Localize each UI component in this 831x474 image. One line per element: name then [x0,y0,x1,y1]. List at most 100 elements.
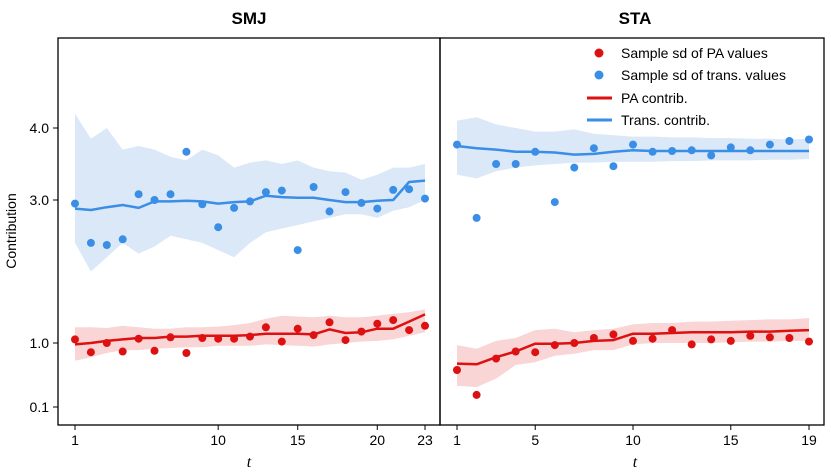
trans-sd-point [785,137,794,145]
pa-sd-point [629,336,637,345]
pa-sd-point [765,333,774,342]
y-tick-label: 0.1 [30,399,50,415]
x-tick-label: 23 [417,432,433,448]
pa-sd-point [589,334,598,342]
confidence-bands [75,113,425,361]
trans-sd-point [570,163,579,172]
trans-sd-point [293,246,302,255]
trans-sd-point [102,241,111,249]
x-tick-label: 1 [71,432,79,448]
panel-title-sta: STA [619,9,652,28]
trans-sd-point [261,188,270,197]
trans-sd-point [166,190,175,199]
pa-sd-point [71,335,79,344]
panel-sta: 1 5 10 15 19 [453,117,817,448]
legend-label-pa-line: PA contrib. [621,90,688,106]
panel-title-smj: SMJ [232,9,267,28]
legend-label-trans-points: Sample sd of trans. values [621,67,786,83]
trans-sd-point [609,162,618,171]
sample-points [453,135,813,399]
sample-points [71,147,429,357]
trans-sd-point [309,183,318,191]
trans-sd-point [531,147,540,156]
pa-sd-point [134,334,143,343]
legend: Sample sd of PA values Sample sd of tran… [587,45,786,128]
pa-sd-point [230,334,239,343]
pa-sd-point [746,331,755,340]
trans-sd-point [589,144,598,153]
y-axis-ticks: 4.0 3.0 1.0 0.1 [30,120,58,415]
panel-smj: 1 10 15 20 23 [71,113,433,448]
pa-confidence-band [457,318,809,388]
x-tick-label: 19 [801,432,817,448]
pa-sd-point [511,347,520,356]
x-tick-label: 10 [210,432,226,448]
pa-sd-point [357,327,366,336]
pa-sd-point [150,346,159,355]
confidence-bands [457,117,809,388]
x-tick-label: 20 [369,432,385,448]
y-tick-label: 4.0 [30,120,50,136]
trans-sd-point [71,199,79,208]
x-axis-ticks: 1 10 15 20 23 [71,425,433,448]
pa-sd-point [214,334,223,343]
trans-sd-point [86,238,95,247]
pa-sd-point [668,326,677,335]
y-axis-label: Contribution [3,193,19,269]
pa-sd-point [609,330,618,339]
panel-frame-sta [439,37,825,426]
trans-sd-point [648,147,657,156]
y-tick-label: 1.0 [30,335,50,351]
pa-sd-point [293,324,302,333]
trans-sd-point [550,198,559,207]
trans-sd-point [341,188,350,197]
trans-sd-point [707,151,716,160]
pa-sd-point [102,339,111,347]
x-tick-label: 15 [290,432,306,448]
trans-sd-point [726,143,735,152]
trans-sd-point [453,140,461,149]
pa-sd-point [309,331,318,340]
x-axis-label-sta: t [633,454,638,471]
trans-sd-point [405,185,414,194]
pa-sd-point [86,348,95,357]
trans-sd-point [805,135,813,144]
pa-sd-point [198,334,207,342]
pa-sd-point [785,334,794,342]
x-axis-label-smj: t [247,454,252,471]
pa-sd-point [261,323,270,332]
trans-sd-point [492,160,501,168]
pa-sd-point [550,341,559,350]
x-tick-label: 1 [453,432,461,448]
trans-sd-point [357,198,366,207]
trans-sd-point [134,190,143,199]
trans-sd-point [765,140,774,149]
trans-confidence-band [75,113,425,272]
pa-sd-point [389,316,398,325]
pa-sd-point [182,349,191,357]
y-tick-label: 3.0 [30,192,50,208]
pa-sd-point [453,366,461,374]
trans-sd-point [214,223,223,232]
legend-trans-point-marker [594,70,604,80]
legend-pa-point-marker [594,48,604,58]
x-tick-label: 15 [723,432,739,448]
legend-label-pa-points: Sample sd of PA values [621,45,768,61]
x-tick-label: 5 [531,432,539,448]
pa-sd-point [687,340,696,349]
pa-sd-point [805,337,813,346]
trans-sd-point [511,160,520,168]
pa-sd-point [707,335,716,344]
trans-sd-point [373,204,382,213]
pa-sd-point [405,326,414,335]
trans-sd-point [472,213,481,222]
pa-sd-point [570,339,579,347]
trans-sd-point [277,186,286,195]
x-tick-label: 10 [625,432,641,448]
trans-sd-point [421,194,429,203]
trans-sd-point [687,146,696,155]
pa-sd-point [648,334,657,343]
pa-sd-point [341,336,350,345]
trans-sd-point [629,140,637,149]
